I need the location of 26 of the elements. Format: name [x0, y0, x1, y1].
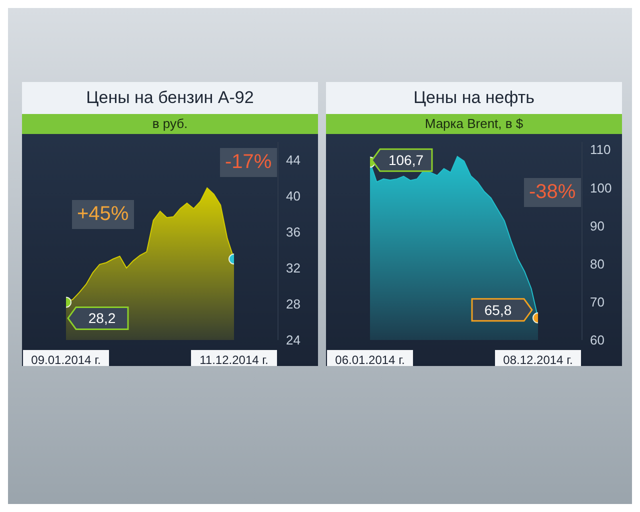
- y-tick-label: 100: [590, 180, 612, 196]
- y-tick-label: 28: [286, 296, 300, 312]
- chart-subtitle: Марка Brent, в $: [326, 114, 622, 134]
- y-tick-label: 70: [590, 294, 604, 310]
- x-tick-label: 08.12.2014 г.: [503, 353, 573, 367]
- x-tick-label: 06.01.2014 г.: [335, 353, 405, 367]
- y-tick-label: 60: [590, 332, 604, 348]
- chart-subtitle: в руб.: [22, 114, 318, 134]
- y-tick-label: 80: [590, 256, 604, 272]
- y-tick-label: 36: [286, 224, 300, 240]
- chart-title: Цены на нефть: [326, 82, 622, 114]
- data-label: 65,8: [484, 302, 512, 318]
- y-tick-label: 110: [590, 142, 611, 158]
- chart-title: Цены на бензин А-92: [22, 82, 318, 114]
- annotation: +45%: [72, 200, 134, 229]
- data-label: 28,2: [88, 310, 116, 326]
- y-tick-label: 32: [286, 260, 300, 276]
- annotation: -38%: [524, 178, 581, 207]
- y-tick-label: 24: [286, 332, 300, 348]
- x-tick-label: 11.12.2014 г.: [200, 353, 268, 367]
- y-tick-label: 40: [286, 188, 300, 204]
- data-label: 106,7: [388, 152, 424, 168]
- annotation: -17%: [220, 148, 277, 177]
- y-tick-label: 90: [590, 218, 604, 234]
- x-tick-label: 09.01.2014 г.: [31, 353, 101, 367]
- y-tick-label: 44: [286, 152, 300, 168]
